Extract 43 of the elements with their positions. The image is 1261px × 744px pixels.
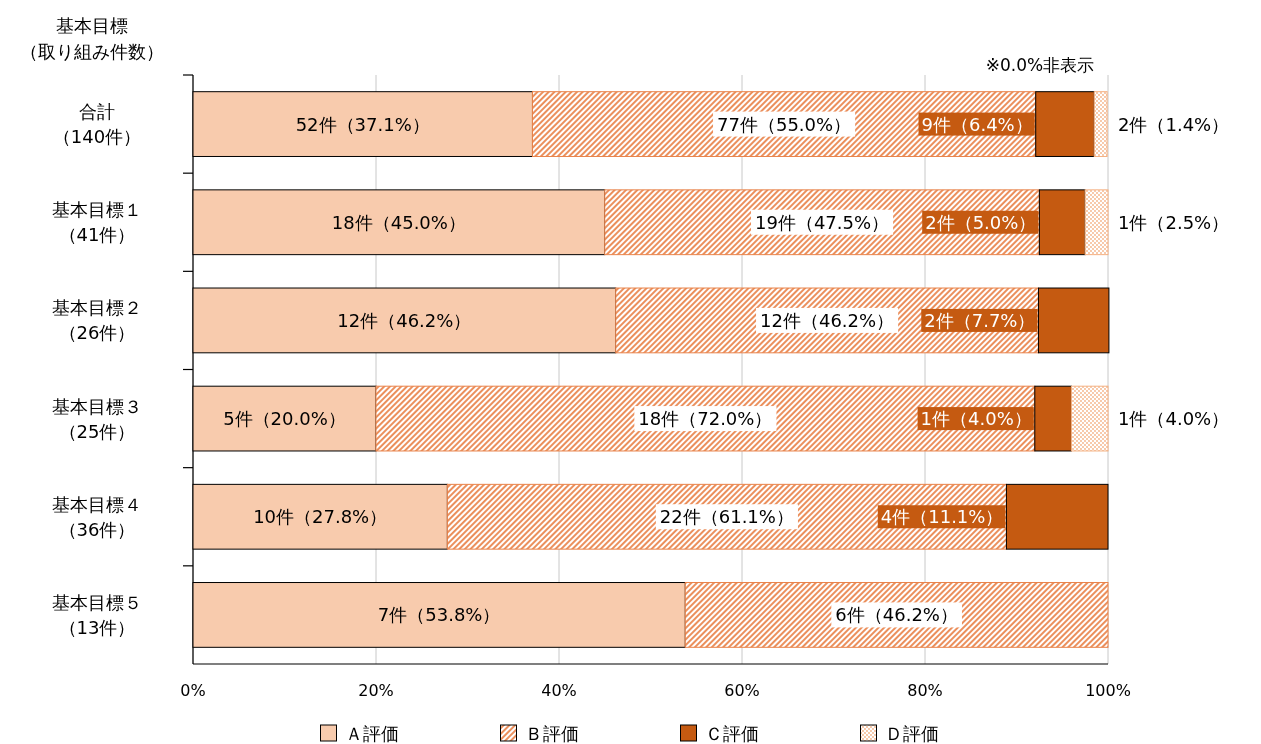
y-tick-label: 基本目標１（41件）: [52, 199, 142, 246]
data-label: 52件（37.1%）: [295, 113, 430, 135]
legend-label: Ａ評価: [344, 722, 399, 744]
data-label: 6件（46.2%）: [835, 604, 958, 626]
data-label: 2件（1.4%）: [1118, 113, 1230, 135]
data-label: 1件（4.0%）: [1118, 408, 1230, 430]
bar: [1093, 91, 1108, 157]
x-tick-label: 60%: [724, 680, 760, 700]
legend-label: Ｄ評価: [884, 722, 939, 744]
bar: [684, 582, 1109, 648]
y-tick-label: 基本目標３（25件）: [52, 395, 142, 442]
bar: [1070, 385, 1109, 452]
data-label: 18件（45.0%）: [331, 211, 466, 233]
legend-label: Ｃ評価: [704, 722, 759, 744]
data-label: 22件（61.1%）: [659, 506, 794, 528]
data-label: 2件（5.0%）: [925, 211, 1037, 233]
bar: [1084, 189, 1109, 256]
y-tick-label: 合計（140件）: [52, 101, 142, 148]
x-tick-label: 40%: [541, 680, 577, 700]
data-label: 7件（53.8%）: [377, 604, 501, 626]
y-tick-label: 基本目標２（26件）: [52, 297, 142, 344]
data-label: 10件（27.8%）: [253, 506, 388, 528]
y-tick-label: 基本目標５（13件）: [52, 591, 142, 638]
data-label: 9件（6.4%）: [921, 113, 1033, 135]
x-tick-label: 0%: [180, 680, 206, 700]
data-label: 19件（47.5%）: [755, 211, 890, 233]
y-axis-title: 基本目標（取り組み件数）: [20, 14, 164, 62]
data-label: 77件（55.0%）: [717, 113, 852, 135]
data-label: 1件（4.0%）: [920, 408, 1032, 430]
data-label: 5件（20.0%）: [223, 408, 346, 430]
bar: [375, 385, 1036, 452]
data-label: 18件（72.0%）: [638, 408, 773, 430]
data-label: 1件（2.5%）: [1118, 211, 1230, 233]
x-tick-label: 20%: [358, 680, 394, 700]
legend-label: Ｂ評価: [524, 722, 579, 744]
data-label: 12件（46.2%）: [760, 309, 895, 331]
x-tick-label: 80%: [907, 680, 943, 700]
annotation: ※0.0%非表示: [985, 55, 1095, 75]
data-label: 12件（46.2%）: [337, 309, 472, 331]
data-label: 2件（7.7%）: [924, 309, 1036, 331]
y-tick-label: 基本目標４（36件）: [52, 493, 142, 540]
data-label: 4件（11.1%）: [880, 506, 1004, 528]
x-tick-label: 100%: [1085, 680, 1131, 700]
